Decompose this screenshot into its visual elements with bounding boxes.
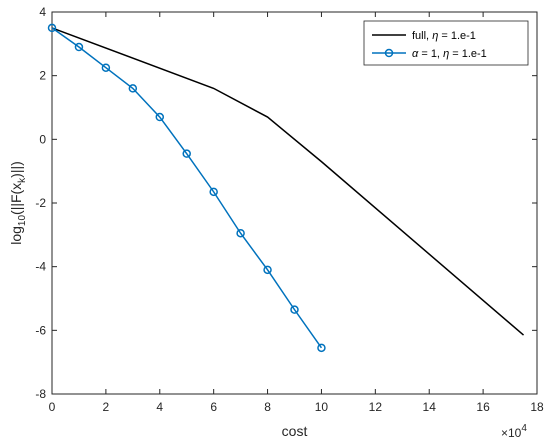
y-axis-label: log10(||F(xk)||): [8, 161, 28, 245]
y-label-base: 10: [17, 215, 28, 227]
series-1-point: [155, 112, 165, 122]
x-tick-label: 8: [264, 400, 271, 414]
series-1-point: [236, 228, 245, 238]
series-1-point: [317, 343, 326, 353]
legend-alpha-suffix: = 1.e-1: [449, 48, 487, 60]
x-tick-label: 12: [369, 400, 383, 414]
x-tick-label: 2: [103, 400, 110, 414]
series-1-point: [47, 23, 57, 33]
x-tick-label: 14: [423, 400, 437, 414]
series-1-point: [182, 149, 191, 158]
x-exponent-base: ×10: [501, 426, 522, 440]
x-tick-label: 0: [49, 400, 56, 414]
y-label-expr-b: )||): [8, 161, 24, 178]
legend-label-full: full, η = 1.e-1: [412, 30, 476, 42]
legend-marker-alpha: [384, 48, 394, 58]
x-tick-label: 18: [530, 400, 544, 414]
legend: full, η = 1.e-1 α = 1, η = 1.e-1: [363, 20, 529, 66]
plot-area: [51, 11, 538, 395]
y-label-log: log: [8, 226, 24, 245]
x-exponent-power: 4: [521, 423, 527, 434]
x-tick-label: 16: [476, 400, 490, 414]
series-1-point: [209, 187, 218, 197]
legend-alpha-eta: η: [443, 48, 449, 60]
legend-label-alpha: α = 1, η = 1.e-1: [412, 48, 487, 60]
series-line-1: [51, 27, 323, 349]
y-tick-label: 0: [39, 132, 46, 146]
series-line-0: [51, 27, 525, 336]
y-tick-label: -4: [35, 260, 46, 274]
legend-box: [363, 20, 529, 66]
series-1-point: [290, 305, 299, 314]
legend-full-suffix: = 1.e-1: [438, 30, 476, 42]
x-axis-exponent: ×104: [501, 423, 527, 440]
legend-full-eta: η: [432, 30, 438, 42]
series-layer: [47, 23, 525, 353]
legend-alpha-symbol: α: [412, 48, 419, 60]
series-1-point: [101, 63, 111, 72]
x-axis-label: cost: [282, 423, 308, 439]
series-1-point: [128, 84, 138, 93]
y-tick-label: -6: [35, 323, 46, 337]
series-1-point: [263, 265, 272, 275]
y-tick-label: -8: [35, 387, 46, 401]
x-tick-label: 4: [156, 400, 163, 414]
y-tick-label: 4: [39, 5, 46, 19]
x-tick-label: 6: [210, 400, 217, 414]
y-label-subscript-k: k: [17, 177, 28, 183]
y-label-expr-a: (||F(x: [8, 183, 24, 215]
legend-full-prefix: full,: [412, 30, 432, 42]
y-tick-label: 2: [39, 69, 46, 83]
y-tick-label: -2: [35, 196, 46, 210]
axis-ticks: 0 2 4 6 8 10 12 14 16 18 -8 -6 -4 -2 0 2 4: [35, 5, 544, 414]
legend-alpha-mid: = 1,: [418, 48, 443, 60]
x-tick-label: 10: [315, 400, 329, 414]
series-1-point: [74, 42, 84, 52]
